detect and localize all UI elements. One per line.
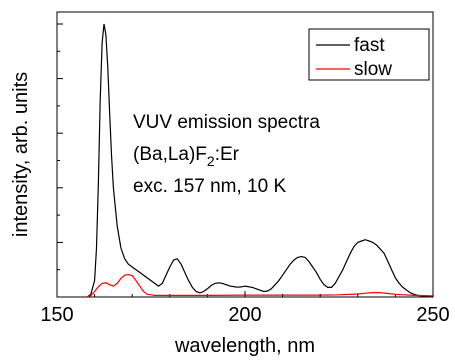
x-axis-label: wavelength, nm [174, 335, 315, 357]
annotation-subscript: 2 [207, 153, 215, 169]
x-tick-label: 200 [228, 304, 261, 326]
x-tick-label: 250 [416, 304, 449, 326]
y-axis-ticks [57, 23, 63, 298]
annotation-compound: (Ba,La)F [133, 144, 207, 165]
annotation-line-1: VUV emission spectra [133, 112, 320, 133]
x-axis-ticks: 150 200 250 [40, 291, 450, 326]
series-line-fast [86, 23, 434, 298]
annotation-line-2: (Ba,La)F2:Er [133, 144, 240, 169]
legend-label-slow: slow [354, 59, 392, 80]
legend-label-fast: fast [354, 35, 385, 56]
y-axis-label: intensity, arb. units [10, 72, 32, 237]
legend: fast slow [308, 28, 430, 81]
legend-box [308, 28, 430, 81]
series-line-slow [86, 273, 434, 298]
annotation-dopant: :Er [215, 144, 240, 165]
x-tick-label: 150 [40, 304, 73, 326]
annotation-line-3: exc. 157 nm, 10 K [133, 176, 286, 197]
